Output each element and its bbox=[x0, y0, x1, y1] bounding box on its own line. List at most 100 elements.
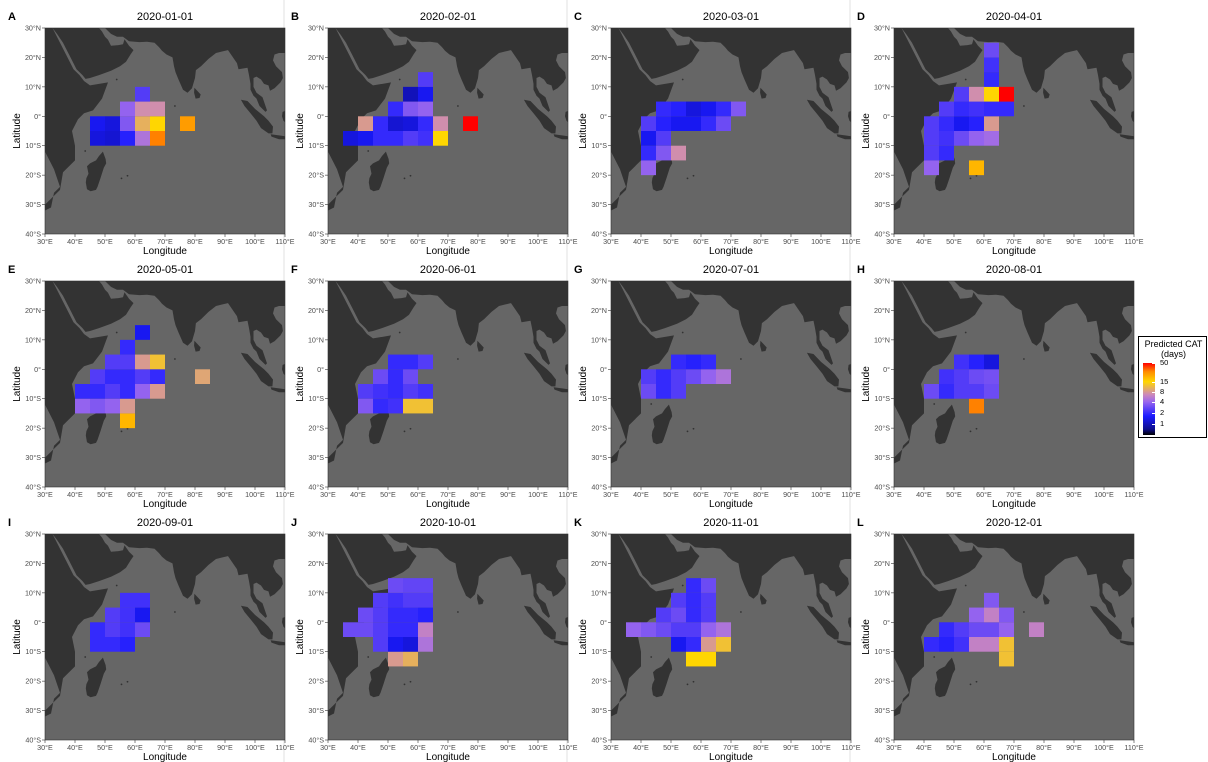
cat-cell bbox=[433, 131, 448, 146]
x-tick-label: 50°E bbox=[380, 743, 396, 752]
island bbox=[740, 611, 742, 613]
x-tick-label: 100°E bbox=[1094, 237, 1114, 246]
x-tick-label: 50°E bbox=[97, 490, 113, 499]
y-tick-label: 20°S bbox=[591, 424, 607, 433]
x-tick-label: 90°E bbox=[500, 490, 516, 499]
cat-cell bbox=[433, 116, 448, 131]
island bbox=[120, 683, 123, 686]
panel-letter: K bbox=[574, 517, 582, 529]
land-mass bbox=[1089, 605, 1122, 640]
y-tick-label: 10°N bbox=[25, 335, 41, 344]
land-mass bbox=[523, 352, 556, 387]
x-tick-label: 30°E bbox=[603, 490, 619, 499]
y-tick-label: 20°N bbox=[874, 559, 890, 568]
cat-cell bbox=[418, 72, 433, 87]
map-panel-l: 30°E 40°E 50°E 60°E 70°E 80°E 90°E 100°E 110°E 30… bbox=[857, 517, 1144, 762]
cat-cell bbox=[999, 637, 1014, 652]
y-tick-label: 40°S bbox=[591, 230, 607, 239]
cat-cell bbox=[641, 622, 656, 637]
y-tick-label: 0° bbox=[883, 112, 890, 121]
x-tick-label: 110°E bbox=[558, 490, 577, 499]
cat-cell bbox=[984, 607, 999, 623]
cat-cell bbox=[924, 160, 939, 176]
y-axis-title: Latitude bbox=[578, 113, 589, 149]
cat-cell bbox=[418, 592, 433, 608]
y-tick-label: 20°S bbox=[25, 677, 41, 686]
x-tick-label: 40°E bbox=[350, 237, 366, 246]
cat-cell bbox=[656, 369, 671, 384]
cat-cell bbox=[641, 384, 656, 399]
cat-cell bbox=[418, 86, 433, 102]
y-tick-label: 30°N bbox=[591, 24, 607, 33]
x-tick-label: 110°E bbox=[841, 743, 860, 752]
island bbox=[174, 105, 176, 107]
color-legend: Predicted CAT (days) 50 15 8 4 2 1 bbox=[1138, 336, 1207, 438]
x-tick-label: 60°E bbox=[127, 743, 143, 752]
land-mass bbox=[934, 404, 956, 445]
legend-tick-label: 15 bbox=[1160, 376, 1169, 386]
cat-cell bbox=[999, 86, 1014, 102]
cat-cell bbox=[716, 369, 731, 384]
land-mass bbox=[1131, 364, 1134, 376]
cat-cell bbox=[969, 398, 984, 414]
x-tick-label: 90°E bbox=[500, 743, 516, 752]
y-tick-label: 30°N bbox=[591, 277, 607, 286]
cat-cell bbox=[373, 369, 388, 384]
x-tick-label: 80°E bbox=[1036, 490, 1052, 499]
x-tick-label: 50°E bbox=[97, 743, 113, 752]
panel-title: 2020-08-01 bbox=[986, 264, 1042, 276]
cat-cell bbox=[701, 607, 716, 623]
x-tick-label: 40°E bbox=[350, 490, 366, 499]
cat-cell bbox=[671, 622, 686, 637]
cat-cell bbox=[969, 86, 984, 102]
cat-cell bbox=[701, 592, 716, 608]
x-tick-label: 60°E bbox=[976, 490, 992, 499]
cat-cell bbox=[686, 578, 701, 593]
cat-cell bbox=[984, 72, 999, 87]
island bbox=[120, 430, 123, 433]
x-tick-label: 70°E bbox=[723, 237, 739, 246]
panel-title: 2020-11-01 bbox=[703, 517, 758, 529]
x-tick-label: 100°E bbox=[528, 490, 548, 499]
land-mass bbox=[553, 387, 568, 393]
x-tick-label: 30°E bbox=[886, 237, 902, 246]
cat-cell bbox=[373, 592, 388, 608]
x-tick-label: 40°E bbox=[916, 743, 932, 752]
cat-cell bbox=[999, 101, 1014, 117]
cat-cell bbox=[105, 369, 120, 384]
land-mass bbox=[85, 657, 107, 698]
legend-tick-mark bbox=[1152, 363, 1155, 364]
cat-cell bbox=[686, 369, 701, 384]
y-tick-label: 30°S bbox=[25, 706, 41, 715]
cat-cell bbox=[373, 622, 388, 637]
panel-title: 2020-03-01 bbox=[703, 11, 759, 23]
panel-letter: F bbox=[291, 264, 298, 276]
y-tick-label: 0° bbox=[600, 365, 607, 374]
cat-cell bbox=[403, 607, 418, 623]
land-mass bbox=[806, 605, 839, 640]
island bbox=[409, 427, 412, 430]
x-tick-label: 70°E bbox=[440, 743, 456, 752]
y-tick-label: 30°S bbox=[591, 453, 607, 462]
x-tick-label: 100°E bbox=[811, 237, 831, 246]
cat-cell bbox=[641, 116, 656, 131]
y-axis-title: Latitude bbox=[861, 366, 872, 402]
cat-cell bbox=[969, 116, 984, 131]
cat-cell bbox=[984, 57, 999, 73]
land-mass bbox=[270, 134, 285, 140]
island bbox=[933, 403, 936, 405]
cat-cell bbox=[656, 131, 671, 146]
land-mass bbox=[45, 534, 285, 740]
cat-cell bbox=[656, 145, 671, 161]
cat-cell bbox=[90, 398, 105, 414]
cat-cell bbox=[358, 131, 373, 146]
island bbox=[681, 78, 684, 81]
y-axis-title: Latitude bbox=[578, 366, 589, 402]
x-tick-label: 80°E bbox=[187, 237, 203, 246]
y-tick-label: 20°S bbox=[25, 424, 41, 433]
map-panel-h: 30°E 40°E 50°E 60°E 70°E 80°E 90°E 100°E 110°E 30… bbox=[857, 264, 1144, 510]
y-tick-label: 20°S bbox=[591, 677, 607, 686]
land-mass bbox=[848, 111, 851, 123]
cat-cell bbox=[358, 622, 373, 637]
